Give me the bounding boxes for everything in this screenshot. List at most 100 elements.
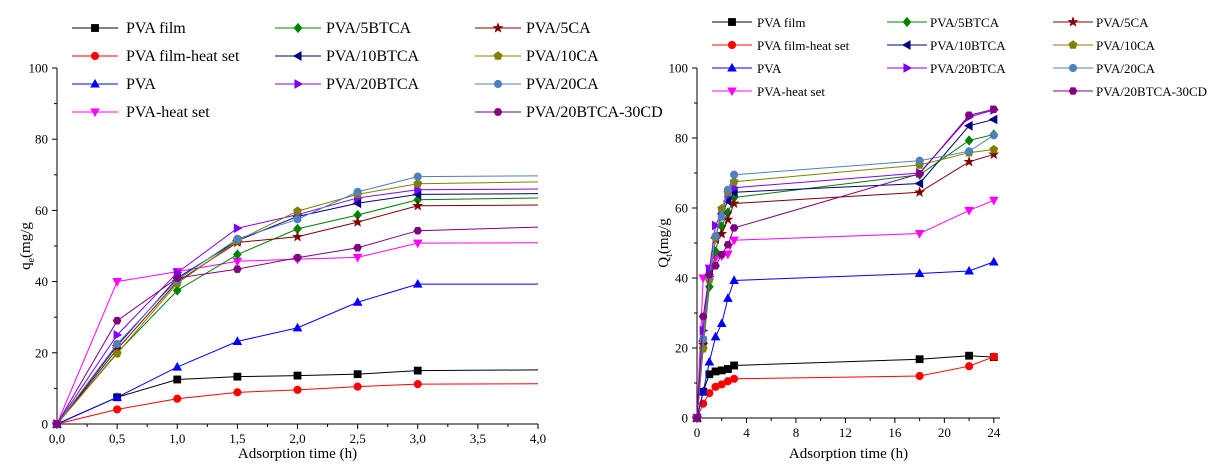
legend-label: PVA/20CA <box>526 76 599 93</box>
legend-label: PVA film-heat set <box>757 38 850 53</box>
data-point <box>352 297 363 306</box>
legend-item: PVA film-heat set <box>712 38 850 53</box>
legend-item: PVA-heat set <box>72 104 210 121</box>
data-point <box>964 111 974 119</box>
legend-item: PVA-heat set <box>712 84 825 99</box>
x-tick-label: 8 <box>793 425 800 440</box>
legend-label: PVA-heat set <box>126 104 210 121</box>
legend: PVA film PVA film-heat set PVA PVA-heat set… <box>72 20 663 121</box>
data-point <box>413 179 423 188</box>
series-pva-20btca-30cd <box>52 226 539 428</box>
data-point <box>233 388 242 397</box>
x-tick-label: 3,5 <box>470 431 486 446</box>
legend-marker <box>727 87 737 97</box>
series-line <box>56 204 539 425</box>
series-pva-film-heat-set <box>52 380 539 429</box>
y-tick-label: 20 <box>675 341 688 356</box>
legend-marker <box>727 62 737 72</box>
y-tick-label: 80 <box>35 132 48 147</box>
legend-marker <box>492 22 504 33</box>
legend-label: PVA/5CA <box>526 20 591 37</box>
series-line <box>56 193 539 425</box>
data-point <box>729 224 739 232</box>
y-tick-label: 100 <box>29 61 49 76</box>
series-pva-heat-set <box>52 239 539 430</box>
legend-item: PVA/20CA <box>475 76 599 93</box>
y-tick-label: 80 <box>675 131 688 146</box>
legend-marker <box>91 24 99 32</box>
data-point <box>716 228 728 239</box>
legend-item: PVA/5CA <box>475 20 591 37</box>
data-point <box>233 234 242 243</box>
data-point <box>711 262 720 270</box>
x-tick-label: 16 <box>888 425 902 440</box>
x-tick-label: 2,5 <box>350 431 366 446</box>
legend-label: PVA/20BTCA <box>930 61 1006 76</box>
legend-label: PVA film-heat set <box>126 48 240 65</box>
data-point <box>705 270 714 279</box>
legend-marker <box>493 108 503 116</box>
series-pva-heat-set <box>692 196 999 424</box>
legend-label: PVA/20BTCA-30CD <box>1096 84 1207 99</box>
legend-item: PVA/5BTCA <box>887 15 1000 30</box>
data-point <box>112 392 122 401</box>
data-point <box>914 268 925 277</box>
y-tick-label: 100 <box>669 61 689 76</box>
x-tick-label: 0,0 <box>49 431 65 446</box>
legend-marker <box>493 79 503 89</box>
series-line <box>56 242 539 425</box>
data-point <box>914 178 924 189</box>
data-point <box>988 114 998 125</box>
data-point <box>113 339 122 348</box>
series-line <box>56 369 539 425</box>
data-point <box>711 231 720 241</box>
data-point <box>965 147 974 156</box>
legend-label: PVA/5CA <box>1096 15 1149 30</box>
data-point <box>915 169 924 178</box>
x-tick-label: 0 <box>694 425 701 440</box>
y-tick-label: 40 <box>35 274 48 289</box>
data-point <box>699 335 708 344</box>
data-point <box>717 212 726 221</box>
data-point <box>723 293 733 302</box>
data-point <box>914 230 925 239</box>
data-point <box>963 120 973 131</box>
legend-marker <box>293 22 303 34</box>
data-point <box>730 374 739 383</box>
y-tick-label: 40 <box>675 271 688 286</box>
legend-label: PVA <box>126 76 156 93</box>
x-tick-label: 3,0 <box>410 431 426 446</box>
series-line <box>696 355 994 419</box>
data-point <box>233 372 242 381</box>
data-point <box>989 144 999 154</box>
x-tick-label: 4 <box>743 425 750 440</box>
legend: PVA film PVA film-heat set PVA PVA-heat set… <box>712 15 1207 99</box>
data-point <box>233 223 243 234</box>
data-point <box>112 348 122 358</box>
series-line <box>696 134 995 419</box>
data-point <box>293 385 302 394</box>
data-point <box>353 244 362 252</box>
series-line <box>56 383 539 425</box>
legend-item: PVA/5BTCA <box>275 20 412 37</box>
legend-label: PVA/10CA <box>526 48 599 65</box>
data-point <box>710 331 721 341</box>
data-point <box>172 285 182 296</box>
data-point <box>414 184 423 195</box>
series-pva-5ca <box>691 148 1000 423</box>
legend-marker <box>1068 63 1078 73</box>
legend-item: PVA film <box>72 20 186 37</box>
data-point <box>716 318 727 328</box>
x-axis-title: Adsorption time (h) <box>789 446 908 462</box>
data-point <box>112 317 122 325</box>
legend-label: PVA/5BTCA <box>930 15 1000 30</box>
data-point <box>353 187 362 196</box>
data-point <box>915 156 924 165</box>
legend-label: PVA/10BTCA <box>930 38 1006 53</box>
data-point <box>413 172 422 181</box>
series-pva-film <box>693 351 998 422</box>
legend-label: PVA <box>757 61 782 76</box>
series-line <box>696 199 995 419</box>
data-point <box>730 361 739 370</box>
series-pva-20btca <box>693 105 999 423</box>
